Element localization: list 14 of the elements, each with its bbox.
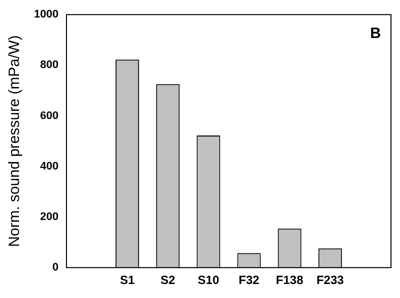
y-tick-label: 1000	[34, 8, 58, 21]
y-axis-title: Norm. sound pressure (mPa/W)	[6, 35, 24, 247]
y-tick-label: 800	[40, 59, 58, 72]
x-tick-label: F138	[276, 273, 304, 288]
y-tick-label: 200	[40, 211, 58, 224]
annotation: B	[370, 25, 382, 42]
x-tick-label: F233	[316, 273, 344, 288]
y-tick-label: 400	[40, 160, 58, 172]
x-tick-label: S2	[160, 273, 176, 288]
y-tick-label: 600	[40, 110, 58, 122]
y-tick-label: 0	[52, 262, 58, 274]
x-tick-label: S1	[120, 273, 135, 288]
x-tick-label: S10	[198, 273, 220, 288]
x-tick-label: F32	[238, 273, 260, 288]
